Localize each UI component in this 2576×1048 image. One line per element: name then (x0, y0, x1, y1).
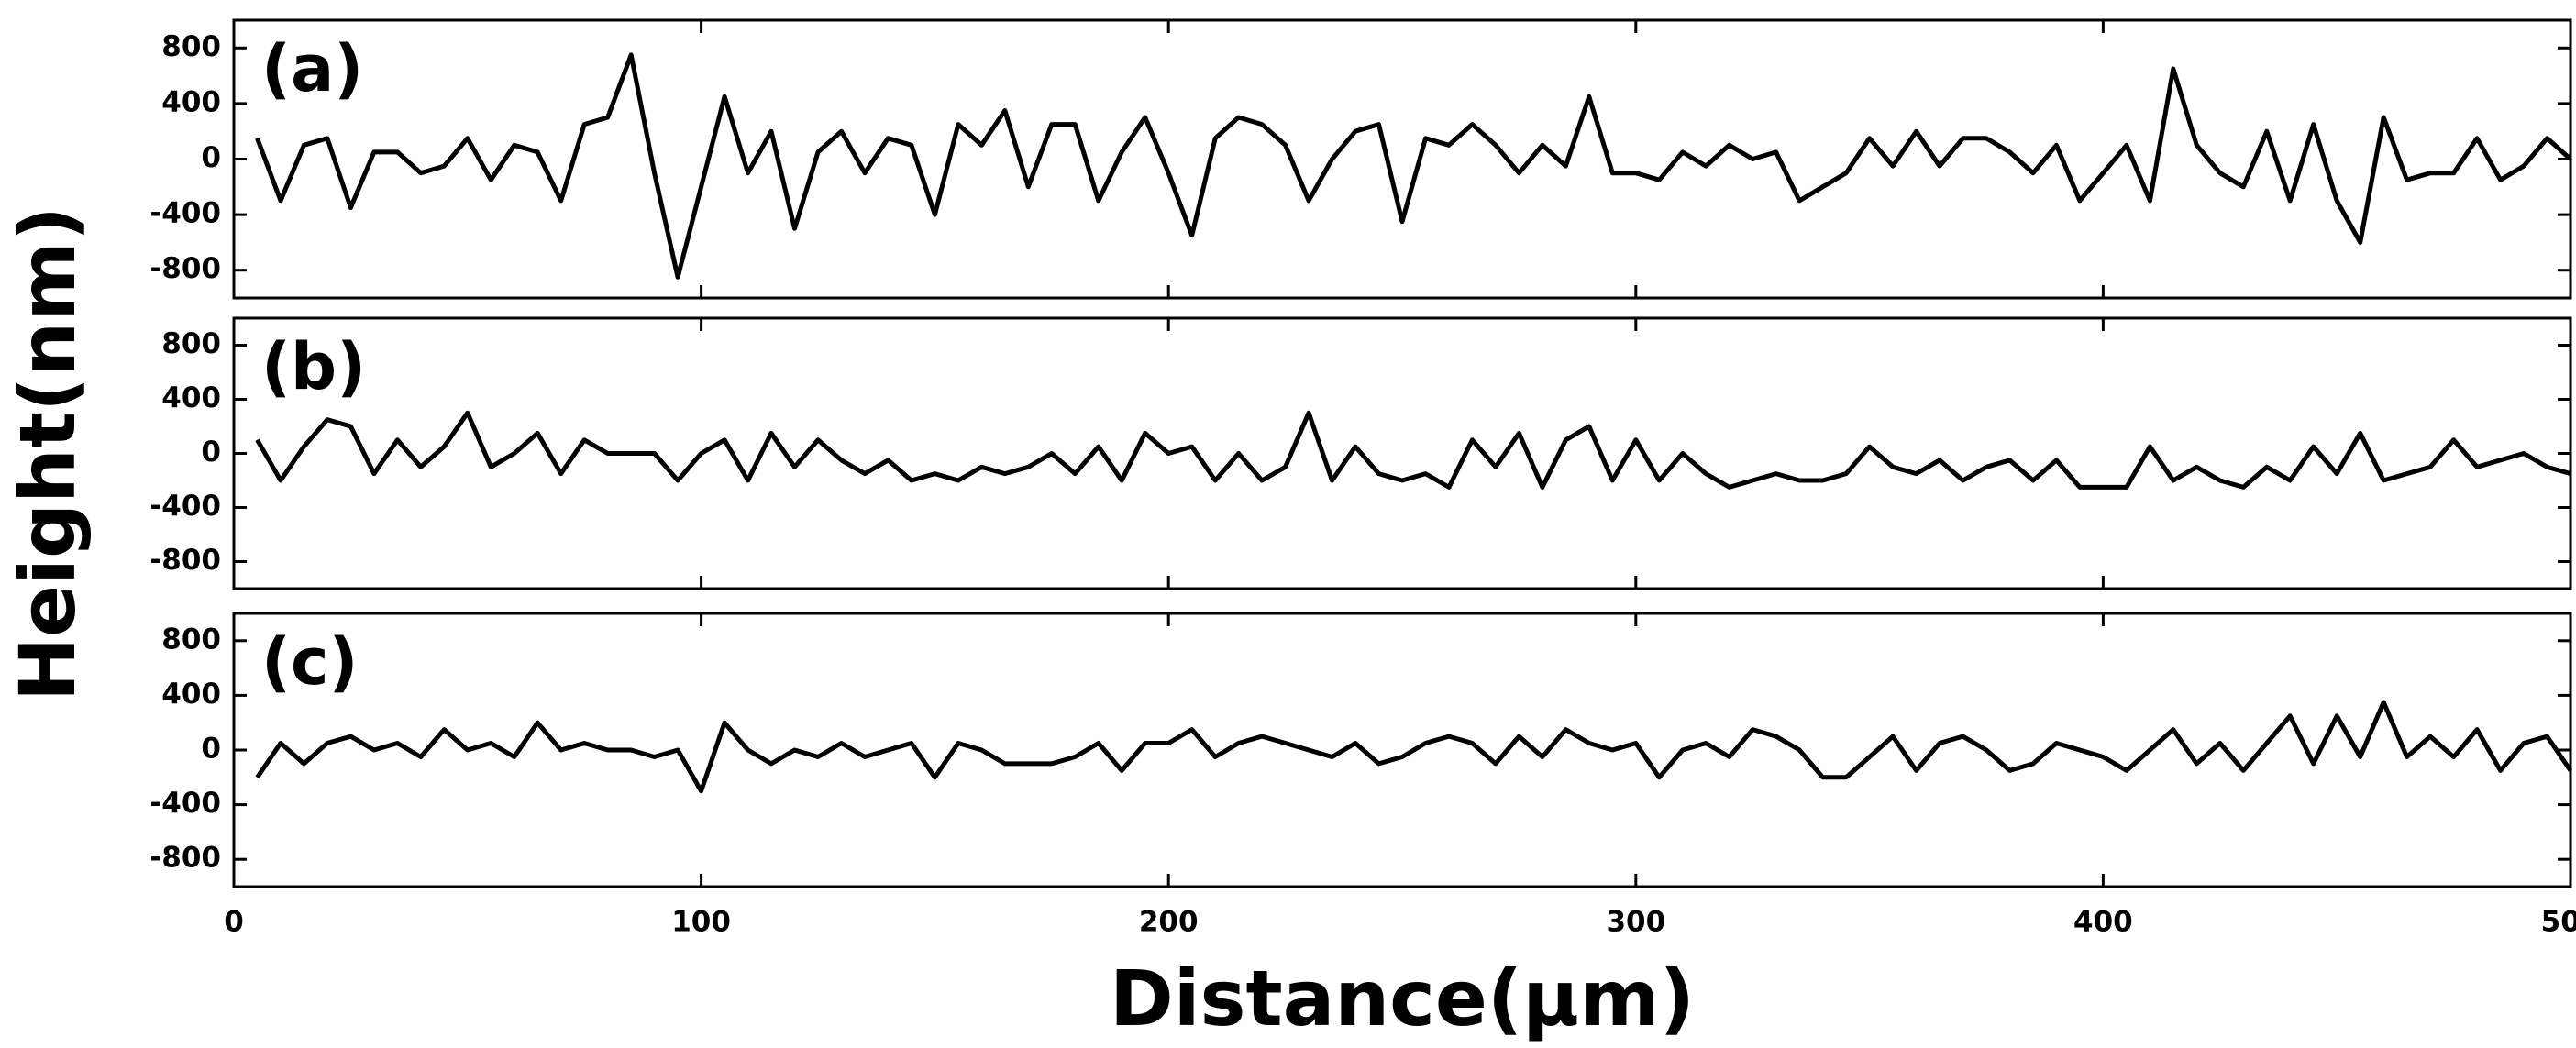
x-tick-label: 500 (2541, 906, 2576, 939)
y-tick-label: 800 (161, 327, 221, 360)
y-tick-label: -800 (149, 842, 221, 875)
x-tick-label: 200 (1139, 906, 1199, 939)
data-line (255, 52, 2572, 280)
y-tick-label: -800 (149, 252, 221, 285)
x-tick-label: 400 (2073, 906, 2133, 939)
y-tick-label: 0 (201, 733, 221, 766)
y-tick-label: -400 (149, 197, 221, 230)
data-line (255, 410, 2571, 490)
panel-label: (c) (261, 624, 358, 700)
plot-frame (232, 18, 2572, 300)
panel-label: (b) (261, 329, 366, 404)
data-line (255, 700, 2573, 794)
y-tick-label: 0 (201, 436, 221, 469)
panel-label: (a) (261, 31, 363, 106)
y-tick-label: -800 (149, 544, 221, 577)
y-tick-label: 800 (161, 30, 221, 63)
x-tick-label: 100 (671, 906, 731, 939)
x-tick-label: 0 (224, 906, 244, 939)
y-tick-label: 800 (161, 623, 221, 656)
y-tick-label: 400 (161, 678, 221, 711)
y-tick-label: -400 (149, 490, 221, 523)
y-tick-label: -400 (149, 787, 221, 820)
y-axis-title: Height(nm) (3, 206, 93, 701)
plot-frame (232, 612, 2572, 888)
plot-frame (232, 316, 2572, 590)
x-axis-title: Distance(μm) (1110, 954, 1695, 1043)
x-tick-label: 300 (1606, 906, 1665, 939)
y-tick-label: 0 (201, 141, 221, 174)
y-tick-label: 400 (161, 85, 221, 118)
y-tick-label: 400 (161, 381, 221, 414)
